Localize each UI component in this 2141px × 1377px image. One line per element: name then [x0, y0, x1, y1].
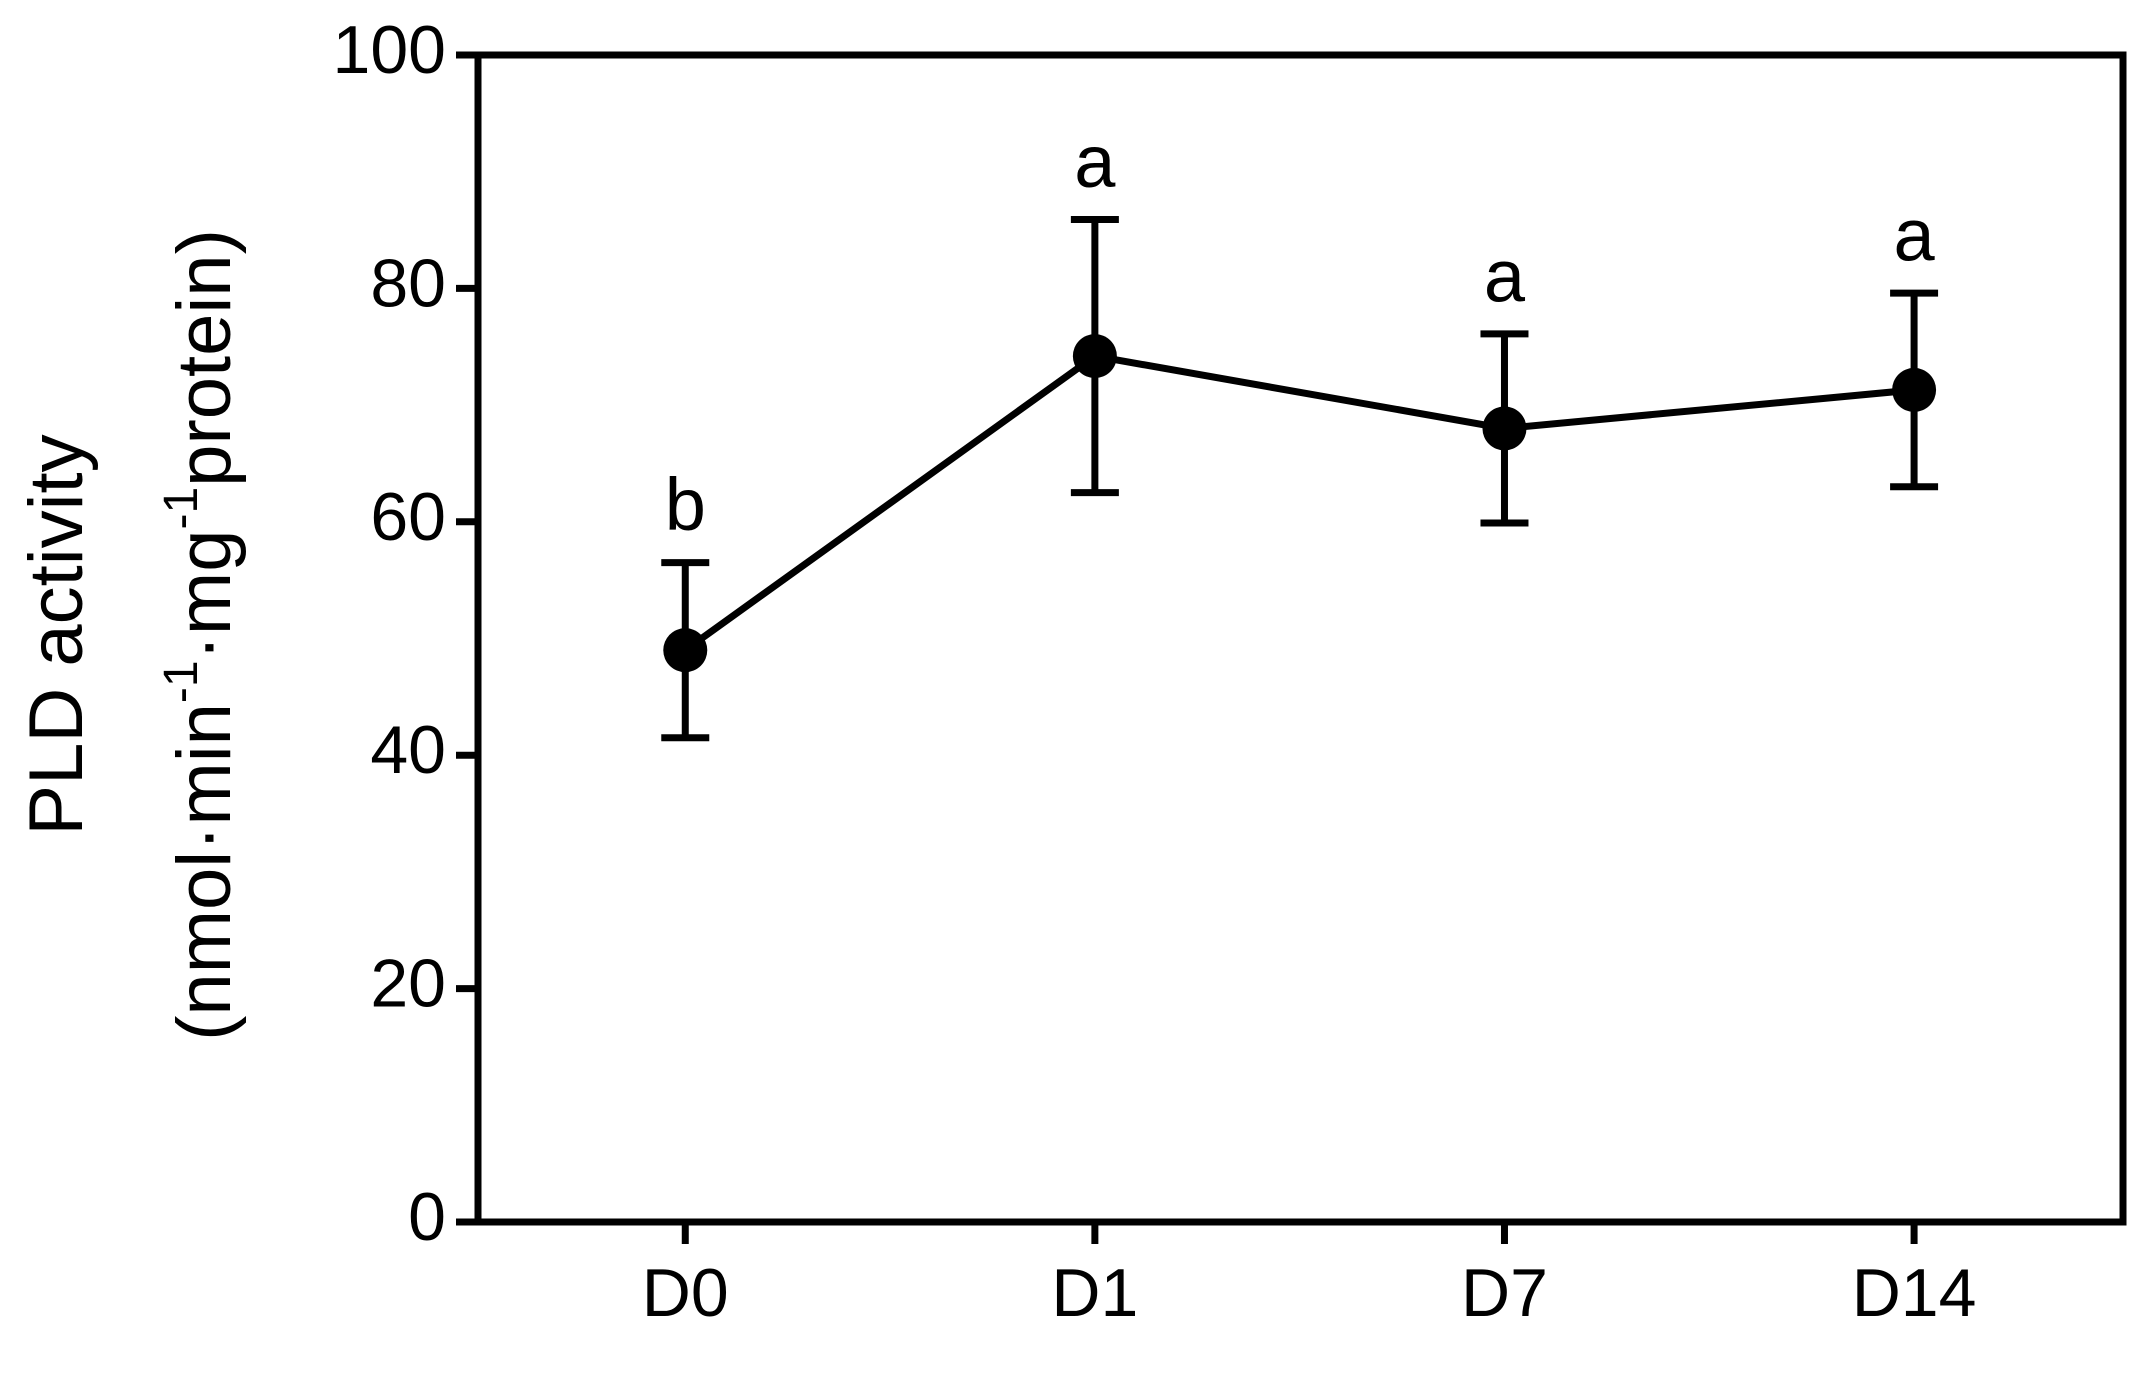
y-tick-label: 40	[370, 712, 446, 788]
y-tick-label: 0	[408, 1179, 446, 1255]
x-tick-label: D0	[642, 1255, 729, 1331]
y-axis-unit: (nmol·min-1·mg-1protein)	[155, 229, 247, 1041]
y-tick-label: 80	[370, 245, 446, 321]
unit-superscript: -1	[155, 660, 208, 703]
y-tick-label: 100	[333, 12, 446, 88]
plot-frame	[474, 51, 2127, 1226]
unit-part: ·mg	[162, 529, 247, 660]
x-tick-label: D7	[1461, 1255, 1548, 1331]
data-point	[663, 628, 708, 673]
data-line	[683, 352, 1915, 654]
unit-superscript: -1	[155, 487, 208, 530]
x-tick-label: D1	[1051, 1255, 1138, 1331]
data-point	[1482, 406, 1527, 451]
x-tick-label: D14	[1852, 1255, 1977, 1331]
annotation: a	[1484, 234, 1526, 317]
y-tick-label: 20	[370, 946, 446, 1022]
unit-part: protein)	[162, 229, 247, 487]
unit-part: (nmol·min	[162, 703, 247, 1041]
annotation: a	[1894, 194, 1936, 277]
data-point	[1072, 334, 1117, 379]
annotation: b	[665, 463, 706, 546]
annotation: a	[1074, 120, 1116, 203]
y-tick-label: 60	[370, 479, 446, 555]
data-point	[1892, 367, 1937, 412]
y-axis-label: PLD activity	[14, 434, 99, 835]
